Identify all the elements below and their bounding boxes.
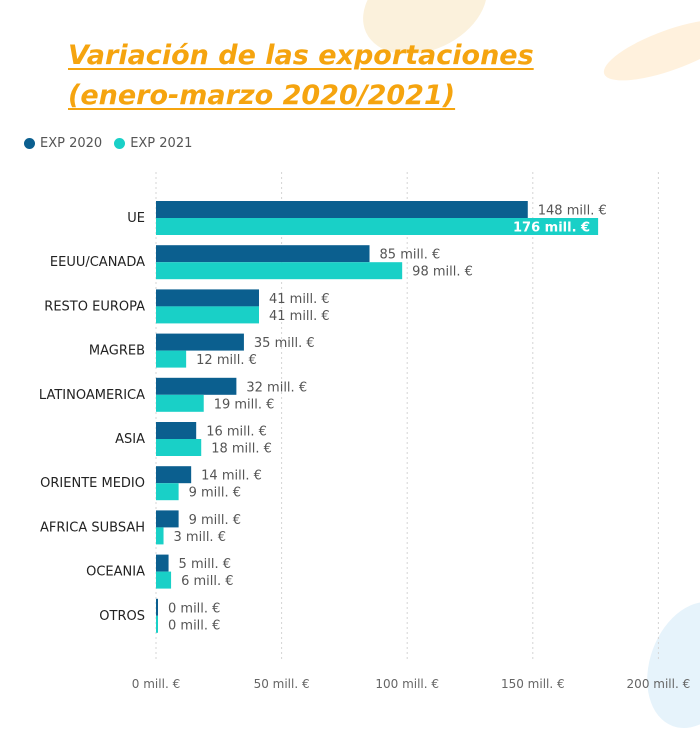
category-label: UE [127,211,145,226]
bar-exp-2020 [156,377,237,395]
data-label-exp-2021: 0 mill. € [168,618,220,633]
category-label: RESTO EUROPA [44,299,145,314]
bar-exp-2020 [156,289,259,307]
data-label-exp-2021: 12 mill. € [196,353,257,368]
legend-label-exp-2021: EXP 2021 [130,136,193,151]
bar-exp-2021 [156,306,259,324]
legend-swatch-exp-2020 [24,138,35,149]
data-label-exp-2021: 3 mill. € [174,530,226,545]
data-label-exp-2020: 32 mill. € [246,380,307,395]
data-label-exp-2021: 6 mill. € [181,574,233,589]
x-tick-label: 150 mill. € [501,677,565,691]
data-label-exp-2020: 0 mill. € [168,601,220,616]
bar-exp-2021 [156,483,179,501]
data-label-exp-2020: 16 mill. € [206,425,267,440]
data-label-exp-2020: 41 mill. € [269,292,330,307]
bar-exp-2021 [156,218,599,235]
category-label: ASIA [115,432,145,447]
data-label-exp-2020: 14 mill. € [201,469,262,484]
x-tick-label: 100 mill. € [375,677,439,691]
data-label-exp-2020: 9 mill. € [189,513,241,528]
bar-exp-2021 [156,394,204,412]
bar-exp-2020 [156,422,197,439]
data-label-exp-2020: 148 mill. € [538,204,607,219]
data-label-exp-2020: 35 mill. € [254,336,315,351]
bar-exp-2020 [156,201,528,218]
legend-label-exp-2020: EXP 2020 [40,136,103,151]
data-label-exp-2021: 19 mill. € [214,397,275,412]
bar-exp-2020 [156,245,370,263]
category-label: OTROS [99,609,145,624]
legend-item-exp-2021[interactable]: EXP 2021 [114,136,192,151]
bar-exp-2021 [156,350,187,368]
bar-exp-2020 [156,598,158,616]
bar-exp-2021 [156,262,403,280]
x-tick-label: 50 mill. € [254,677,310,691]
bar-exp-2020 [156,333,244,351]
bar-chart: 0 mill. € 50 mill. € 100 mill. € 150 mill. … [39,172,691,691]
category-label: AFRICA SUBSAH [40,520,145,535]
legend-swatch-exp-2021 [114,138,126,149]
bar-exp-2021 [156,571,172,589]
category-label: MAGREB [89,344,145,359]
bar-exp-2020 [156,466,192,484]
chart-title: Variación de las exportaciones (enero-ma… [68,36,534,116]
bar-exp-2020 [156,510,179,528]
category-label: OCEANIA [86,565,145,580]
bar-exp-2021 [156,615,158,633]
bar-exp-2020 [156,554,169,572]
data-label-exp-2021: 176 mill. € [513,221,590,236]
data-label-exp-2020: 85 mill. € [380,248,441,263]
legend-item-exp-2020[interactable]: EXP 2020 [24,136,102,151]
category-label: LATINOAMERICA [39,388,145,403]
chart-title-line-1: Variación de las exportaciones [68,40,534,71]
chart-title-line-2: (enero-marzo 2020/2021) [68,80,456,111]
data-label-exp-2021: 18 mill. € [211,442,272,457]
legend: EXP 2020 EXP 2021 [24,136,204,151]
data-label-exp-2021: 98 mill. € [412,265,473,280]
data-label-exp-2021: 41 mill. € [269,309,330,324]
data-label-exp-2020: 5 mill. € [179,557,231,572]
category-label: EEUU/CANADA [50,255,145,270]
x-tick-label: 200 mill. € [627,677,691,691]
bar-exp-2021 [156,439,202,456]
data-label-exp-2021: 9 mill. € [189,486,241,501]
category-label: ORIENTE MEDIO [40,476,145,491]
bar-exp-2021 [156,527,164,545]
x-tick-label: 0 mill. € [132,677,180,691]
